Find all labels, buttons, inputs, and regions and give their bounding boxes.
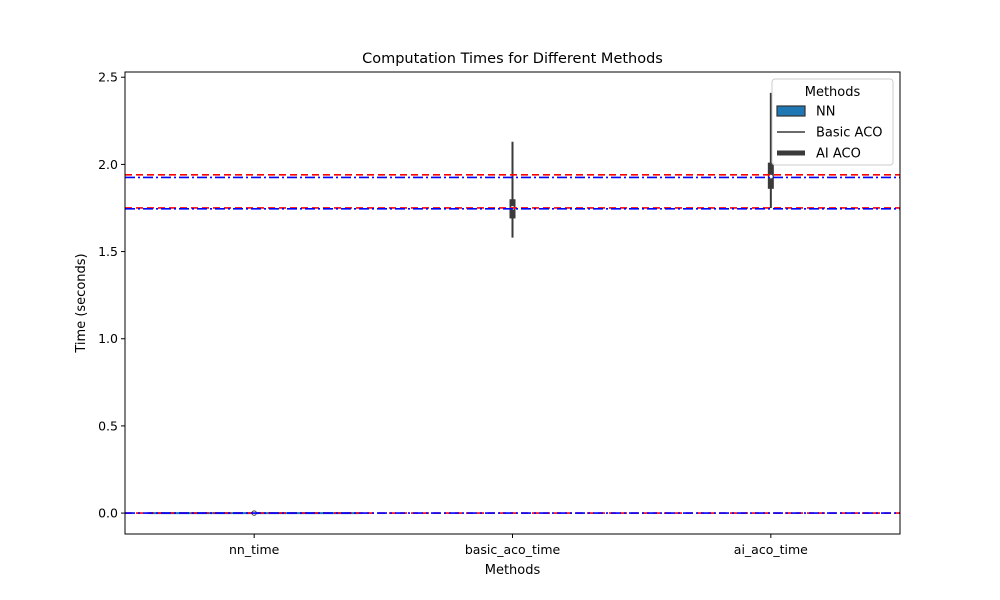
legend-entry: NN <box>776 105 835 120</box>
chart-title: Computation Times for Different Methods <box>362 51 663 67</box>
y-tick-label: 1.5 <box>98 244 118 259</box>
legend-entry: AI ACO <box>777 147 861 162</box>
legend-entries: NN Basic ACO AI ACO <box>776 105 883 162</box>
x-tick-label: ai_aco_time <box>734 542 808 557</box>
legend-title: Methods <box>805 85 861 100</box>
x-tick-label: nn_time <box>229 542 280 557</box>
plot-area <box>125 92 900 516</box>
y-tick-label: 1.0 <box>98 331 118 346</box>
x-tick-label: basic_aco_time <box>465 542 561 557</box>
x-axis-ticks: nn_time basic_aco_time ai_aco_time <box>229 534 808 557</box>
legend-entry: Basic ACO <box>777 126 883 141</box>
axes-frame <box>124 71 901 535</box>
legend-swatch <box>776 105 806 117</box>
y-tick-label: 0.0 <box>98 506 118 521</box>
legend-label: Basic ACO <box>816 126 883 141</box>
legend-label: NN <box>816 105 835 120</box>
y-tick-label: 2.5 <box>98 70 118 85</box>
y-tick-label: 2.0 <box>98 157 118 172</box>
y-axis-label: Time (seconds) <box>74 253 89 353</box>
x-axis-label: Methods <box>485 563 541 578</box>
distribution-basic_aco_time <box>509 141 516 238</box>
y-axis-ticks: 0.0 0.5 1.0 1.5 2.0 2.5 <box>98 70 125 521</box>
legend-label: AI ACO <box>816 147 861 162</box>
legend-box <box>771 78 894 166</box>
legend: Methods NN Basic ACO AI ACO <box>771 78 894 166</box>
y-tick-label: 0.5 <box>98 418 118 433</box>
